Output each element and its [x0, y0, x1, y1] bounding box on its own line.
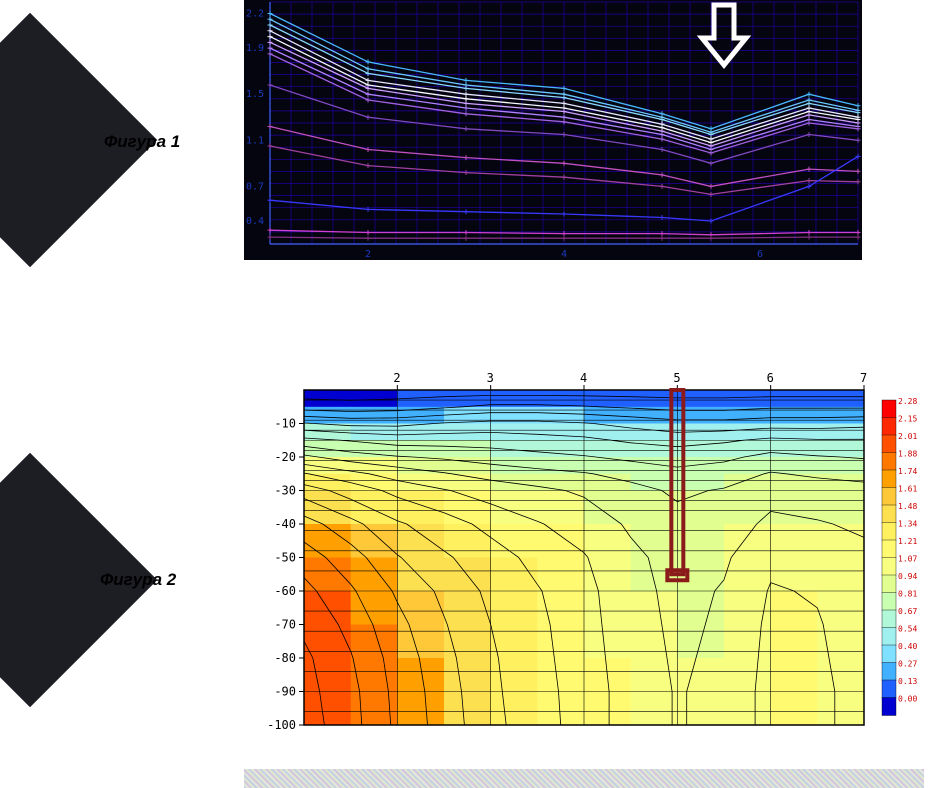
svg-text:1.5: 1.5: [246, 89, 264, 100]
svg-text:1.1: 1.1: [246, 135, 264, 146]
svg-text:0.94: 0.94: [898, 572, 917, 581]
svg-text:1.88: 1.88: [898, 450, 917, 459]
svg-text:0.27: 0.27: [898, 660, 917, 669]
svg-text:2.2: 2.2: [246, 9, 264, 20]
svg-text:0.81: 0.81: [898, 590, 917, 599]
svg-text:6: 6: [757, 249, 763, 260]
svg-text:7: 7: [860, 371, 867, 385]
svg-text:1.48: 1.48: [898, 502, 917, 511]
svg-text:-100: -100: [267, 718, 296, 732]
svg-text:0.00: 0.00: [898, 695, 917, 704]
svg-text:-20: -20: [274, 450, 296, 464]
svg-text:1.21: 1.21: [898, 537, 917, 546]
noise-strip: [244, 769, 924, 788]
figure-2-label: Фигура 2: [100, 570, 176, 590]
contour-chart-panel: 2 3 4 5 6 7 -10 -20 -30 -40 -50 -60 -70 -80 -90 -100 2.2…: [244, 365, 924, 745]
svg-text:5: 5: [673, 371, 680, 385]
svg-text:-40: -40: [274, 517, 296, 531]
svg-text:-80: -80: [274, 651, 296, 665]
svg-text:2: 2: [365, 249, 371, 260]
svg-text:0.13: 0.13: [898, 677, 917, 686]
svg-text:0.40: 0.40: [898, 642, 917, 651]
svg-text:1.34: 1.34: [898, 520, 917, 529]
svg-text:1.07: 1.07: [898, 555, 917, 564]
svg-text:2: 2: [393, 371, 400, 385]
svg-text:3: 3: [487, 371, 494, 385]
svg-text:-60: -60: [274, 584, 296, 598]
svg-text:-10: -10: [274, 417, 296, 431]
svg-text:4: 4: [580, 371, 587, 385]
svg-text:0.4: 0.4: [246, 216, 264, 227]
svg-text:-30: -30: [274, 484, 296, 498]
svg-text:0.54: 0.54: [898, 625, 917, 634]
svg-text:1.61: 1.61: [898, 485, 917, 494]
svg-text:6: 6: [767, 371, 774, 385]
svg-text:2.01: 2.01: [898, 432, 917, 441]
svg-text:-90: -90: [274, 685, 296, 699]
svg-text:1.74: 1.74: [898, 467, 917, 476]
contour-chart-svg: 2 3 4 5 6 7 -10 -20 -30 -40 -50 -60 -70 -80 -90 -100 2.2…: [244, 365, 924, 745]
line-chart-svg: 0.4 0.7 1.1 1.5 1.9 2.2 2 4 6: [244, 0, 862, 260]
svg-text:0.67: 0.67: [898, 607, 917, 616]
svg-text:-70: -70: [274, 618, 296, 632]
figure-1-label: Фигура 1: [104, 132, 180, 152]
svg-text:4: 4: [561, 249, 567, 260]
line-chart-panel: 0.4 0.7 1.1 1.5 1.9 2.2 2 4 6: [244, 0, 862, 260]
svg-text:2.15: 2.15: [898, 415, 917, 424]
svg-text:1.9: 1.9: [246, 43, 264, 54]
svg-text:-50: -50: [274, 551, 296, 565]
svg-text:0.7: 0.7: [246, 181, 264, 192]
svg-text:2.28: 2.28: [898, 397, 917, 406]
